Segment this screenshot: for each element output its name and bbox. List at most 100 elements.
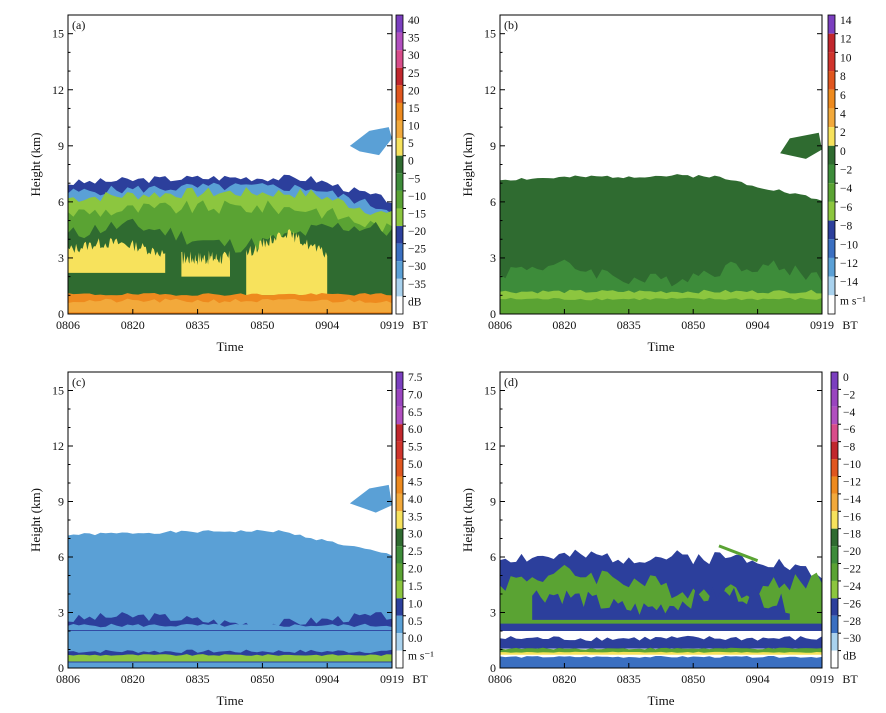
colorbar-cell	[396, 389, 403, 407]
colorbar-label: 2.0	[408, 564, 423, 576]
colorbar-unit: m s⁻¹	[408, 651, 434, 663]
y-tick-label: 3	[490, 606, 496, 620]
colorbar-label: −30	[843, 633, 861, 645]
panel-label: (c)	[72, 375, 85, 389]
colorbar-unit: dB	[843, 651, 857, 663]
x-tick-label: 0835	[186, 318, 210, 332]
colorbar-label: −15	[408, 208, 426, 220]
colorbar-unit: dB	[408, 296, 422, 308]
y-tick-label: 3	[490, 251, 496, 265]
x-tick-label: 0820	[552, 672, 576, 686]
colorbar-cell	[831, 580, 838, 599]
colorbar-cell	[396, 441, 403, 460]
colorbar-cell	[828, 15, 835, 34]
heatmap-field	[500, 544, 822, 668]
data-region	[349, 484, 392, 513]
colorbar-cell	[396, 406, 403, 425]
colorbar-cell	[396, 261, 403, 279]
colorbar-label: −14	[840, 277, 858, 289]
colorbar-label: 4.0	[408, 494, 423, 506]
y-tick-label: 3	[58, 606, 64, 620]
colorbar-frame	[830, 371, 839, 669]
colorbar-label: −20	[843, 546, 861, 558]
colorbar-label: −22	[843, 564, 861, 576]
y-tick-label: 15	[484, 384, 496, 398]
colorbar-label: −6	[843, 424, 855, 436]
x-tick-label: 0835	[617, 318, 641, 332]
colorbar-label: 2	[840, 127, 846, 139]
colorbar-cell	[396, 102, 403, 121]
data-region	[500, 651, 822, 655]
y-tick-label: 12	[484, 439, 496, 453]
x-end-label: BT	[412, 672, 428, 686]
colorbar-cell	[828, 295, 835, 314]
x-end-label: BT	[842, 672, 858, 686]
colorbar-cell	[828, 201, 835, 221]
colorbar-cell	[396, 32, 403, 51]
colorbar-label: −4	[840, 183, 852, 195]
colorbar-label: −10	[840, 239, 858, 251]
data-region	[718, 544, 759, 563]
data-region	[532, 587, 790, 620]
colorbar-label: 0	[843, 372, 849, 384]
x-tick-label: 0850	[250, 318, 274, 332]
x-axis-label: Time	[217, 693, 244, 708]
colorbar-label: −10	[408, 191, 426, 203]
x-tick-label: 0919	[380, 318, 404, 332]
data-region	[500, 635, 822, 649]
colorbar-cell	[396, 173, 403, 191]
colorbar-cell	[831, 546, 838, 564]
panel-label: (b)	[504, 18, 518, 32]
x-tick-label: 0904	[315, 672, 339, 686]
x-end-label: BT	[412, 318, 428, 332]
colorbar-label: −4	[843, 407, 855, 419]
colorbar-cell	[396, 296, 403, 314]
colorbar-label: 20	[408, 85, 420, 97]
data-region	[68, 238, 166, 273]
colorbar-cell	[831, 389, 838, 407]
colorbar-label: 5	[408, 138, 414, 150]
panel-label: (d)	[504, 375, 518, 389]
colorbar-label: −14	[843, 494, 861, 506]
colorbar: 40 35 30 25 20 15 10 5 0 −5 −10 −15 −20 −25 −30 −35 dB	[395, 14, 426, 315]
data-region	[246, 229, 328, 296]
colorbar-label: −26	[843, 598, 861, 610]
colorbar-label: −12	[840, 258, 858, 270]
panel-0: (a) 0 3 6 9 12 15 0806 0820 0835 0850 0904 0919 BT Tim…	[28, 14, 428, 354]
y-tick-label: 9	[58, 139, 64, 153]
colorbar-cell	[828, 183, 835, 202]
panel-3: (d) 0 3 6 9 12 15 0806 0820 0835 0850 0904 0919 BT Tim…	[460, 371, 861, 708]
y-tick-label: 12	[52, 439, 64, 453]
colorbar-cell	[396, 155, 403, 174]
data-region	[68, 529, 392, 668]
colorbar-cell	[831, 528, 838, 547]
colorbar-label: 10	[840, 52, 852, 64]
x-tick-label: 0850	[250, 672, 274, 686]
colorbar-label: −2	[843, 389, 855, 401]
colorbar-cell	[828, 239, 835, 258]
colorbar-label: −8	[843, 442, 855, 454]
colorbar-label: 35	[408, 33, 420, 45]
y-axis-label: Height (km)	[460, 488, 475, 552]
x-tick-label: 0904	[315, 318, 339, 332]
x-tick-label: 0850	[681, 672, 705, 686]
colorbar-cell	[396, 511, 403, 529]
x-tick-label: 0806	[56, 672, 80, 686]
x-tick-label: 0835	[617, 672, 641, 686]
colorbar-label: −24	[843, 581, 861, 593]
x-tick-label: 0904	[746, 672, 770, 686]
colorbar-label: −2	[840, 165, 852, 177]
colorbar-label: 0	[840, 146, 846, 158]
colorbar-label: 15	[408, 103, 420, 115]
colorbar-cell	[828, 145, 835, 165]
colorbar-label: 0.0	[408, 633, 423, 645]
colorbar-cell	[828, 164, 835, 184]
colorbar-cell	[828, 108, 835, 128]
colorbar-cell	[396, 476, 403, 494]
colorbar-cell	[831, 441, 838, 460]
colorbar-label: 6	[840, 90, 846, 102]
colorbar-cell	[396, 633, 403, 651]
colorbar-cell	[828, 89, 835, 109]
heatmap-field	[500, 132, 822, 314]
colorbar-label: 10	[408, 121, 420, 133]
